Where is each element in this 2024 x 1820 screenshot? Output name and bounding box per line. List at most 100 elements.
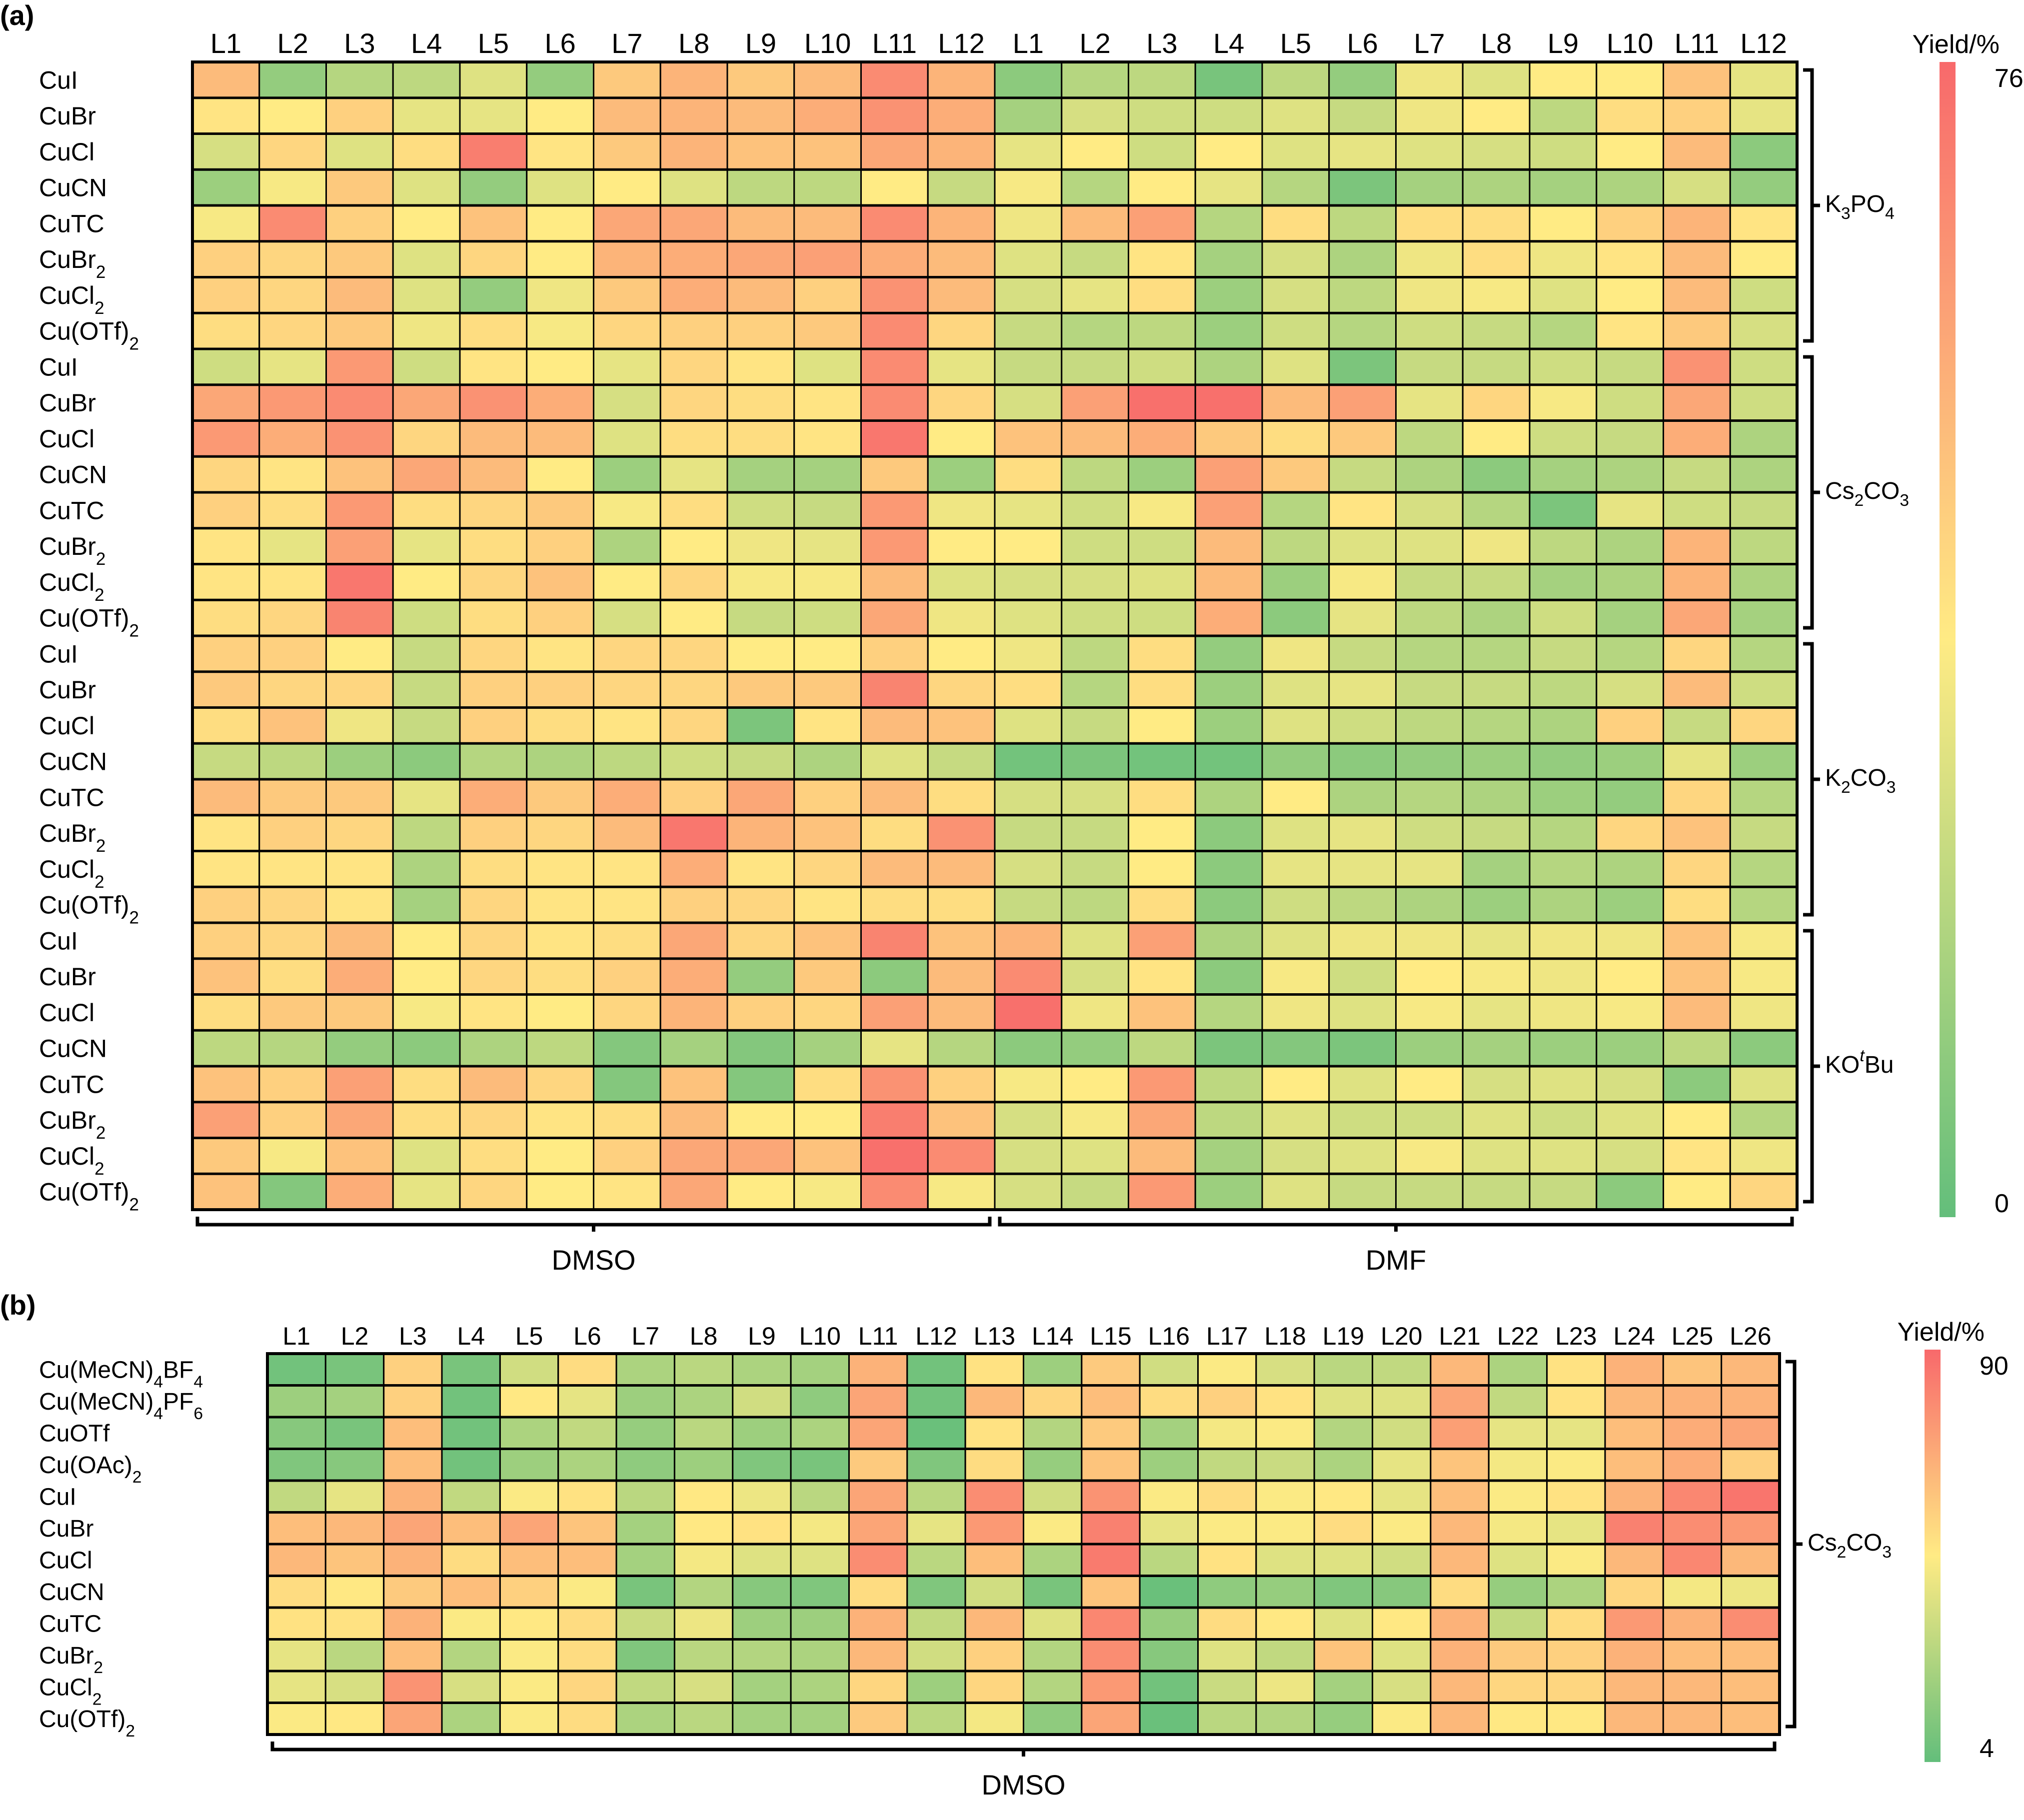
heatmap-cell — [1430, 1416, 1490, 1450]
heatmap-cell — [392, 97, 461, 134]
heatmap-cell — [593, 240, 661, 278]
heatmap-cell — [860, 814, 929, 852]
heatmap-cell — [526, 635, 594, 673]
heatmap-cell — [1372, 1702, 1432, 1736]
column-label: L21 — [1439, 1322, 1480, 1350]
heatmap-cell — [1395, 276, 1464, 314]
base-group-bracket — [1803, 355, 1820, 630]
heatmap-cell — [557, 1512, 617, 1545]
column-label: L9 — [748, 1322, 776, 1350]
heatmap-cell — [392, 671, 461, 708]
heatmap-cell — [459, 742, 528, 780]
heatmap-cell — [191, 312, 260, 350]
heatmap-cell — [1596, 814, 1664, 852]
heatmap-cell — [1128, 814, 1196, 852]
row-label: Cu(OTf)2 — [39, 317, 139, 354]
heatmap-cell — [459, 1101, 528, 1139]
heatmap-cell — [964, 1448, 1024, 1482]
heatmap-cell — [191, 133, 260, 170]
heatmap-cell — [526, 491, 594, 529]
heatmap-cell — [1261, 850, 1330, 888]
heatmap-cell — [1529, 1101, 1598, 1139]
heatmap-cell — [1663, 778, 1731, 816]
heatmap-cell — [1529, 276, 1598, 314]
heatmap-cell — [860, 707, 929, 744]
row-label: CuOTf — [39, 1421, 110, 1447]
heatmap-cell — [1194, 778, 1263, 816]
heatmap-cell — [1313, 1575, 1374, 1609]
heatmap-cell — [191, 1137, 260, 1175]
heatmap-cell — [325, 276, 394, 314]
heatmap-cell — [1255, 1385, 1315, 1418]
heatmap-cell — [964, 1385, 1024, 1418]
heatmap-cell — [459, 276, 528, 314]
heatmap-cell — [325, 240, 394, 278]
heatmap-cell — [1194, 922, 1263, 960]
heatmap-cell — [1128, 276, 1196, 314]
heatmap-cell — [266, 1607, 326, 1640]
heatmap-cell — [1430, 1639, 1490, 1672]
heatmap-cell — [659, 312, 728, 350]
heatmap-cell — [593, 168, 661, 206]
heatmap-cell — [1061, 527, 1129, 565]
heatmap-cell — [1255, 1670, 1315, 1704]
heatmap-cell — [441, 1702, 501, 1736]
heatmap-cell — [927, 671, 996, 708]
heatmap-cell — [1729, 491, 1798, 529]
column-label: L8 — [1481, 27, 1512, 59]
heatmap-cell — [1061, 994, 1129, 1031]
heatmap-cell — [1663, 348, 1731, 386]
heatmap-cell — [1128, 994, 1196, 1031]
heatmap-cell — [1197, 1575, 1257, 1609]
heatmap-cell — [1081, 1670, 1141, 1704]
heatmap-cell — [1488, 1607, 1548, 1640]
heatmap-cell — [906, 1575, 966, 1609]
heatmap-cell — [1395, 455, 1464, 493]
heatmap-cell — [994, 1029, 1063, 1067]
heatmap-cell — [1255, 1639, 1315, 1672]
heatmap-cell — [258, 348, 327, 386]
heatmap-cell — [1261, 527, 1330, 565]
heatmap-cell — [1255, 1702, 1315, 1736]
row-label: CuBr2 — [39, 1643, 103, 1677]
heatmap-cell — [1261, 133, 1330, 170]
heatmap-cell — [994, 1101, 1063, 1139]
heatmap-cell — [1529, 240, 1598, 278]
heatmap-cell — [1313, 1416, 1374, 1450]
heatmap-cell — [860, 204, 929, 242]
heatmap-cell — [459, 671, 528, 708]
heatmap-cell — [258, 97, 327, 134]
heatmap-cell — [994, 563, 1063, 601]
heatmap-cell — [1529, 707, 1598, 744]
heatmap-cell — [1529, 1173, 1598, 1211]
heatmap-cell — [258, 61, 327, 99]
heatmap-cell — [526, 742, 594, 780]
heatmap-cell — [964, 1702, 1024, 1736]
heatmap-cell — [726, 778, 795, 816]
heatmap-cell — [927, 707, 996, 744]
row-label: CuCN — [39, 461, 107, 489]
heatmap-cell — [258, 1137, 327, 1175]
heatmap-cell — [593, 133, 661, 170]
heatmap-cell — [1194, 635, 1263, 673]
row-label: CuI — [39, 1484, 76, 1511]
heatmap-cell — [732, 1512, 792, 1545]
heatmap-cell — [906, 1639, 966, 1672]
heatmap-cell — [1546, 1416, 1606, 1450]
heatmap-cell — [994, 886, 1063, 924]
heatmap-cell — [1462, 1065, 1531, 1103]
heatmap-cell — [1061, 563, 1129, 601]
heatmap-cell — [1546, 1480, 1606, 1513]
heatmap-cell — [1197, 1448, 1257, 1482]
heatmap-cell — [1596, 671, 1664, 708]
heatmap-cell — [383, 1670, 443, 1704]
heatmap-cell — [459, 922, 528, 960]
heatmap-cell — [392, 707, 461, 744]
heatmap-cell — [964, 1512, 1024, 1545]
heatmap-cell — [793, 742, 862, 780]
heatmap-cell — [1261, 778, 1330, 816]
heatmap-cell — [1061, 133, 1129, 170]
heatmap-cell — [1128, 97, 1196, 134]
panel-b: (b) L1 L2 L3 L4 L5 L6 L7 L8 L9 L10 L11 L12 L13 L14 L15 L… — [0, 1289, 2009, 1801]
heatmap-cell — [1729, 563, 1798, 601]
